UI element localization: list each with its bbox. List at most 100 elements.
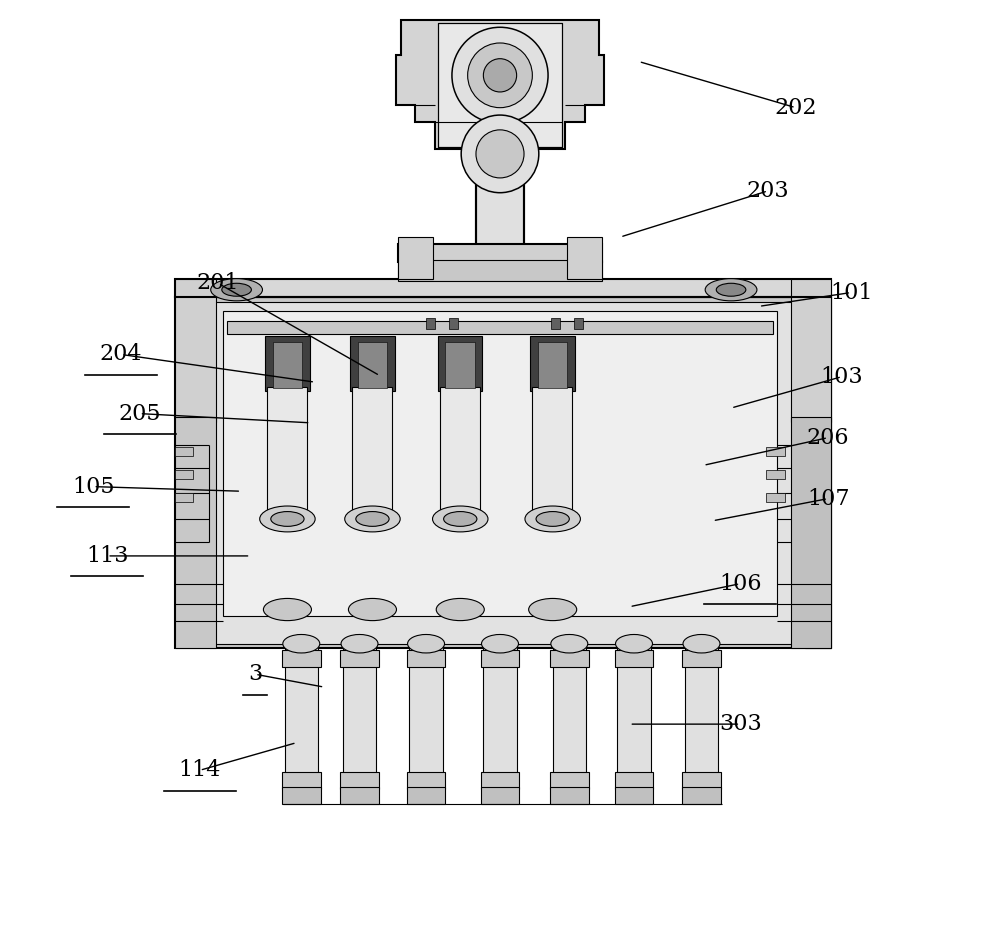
FancyBboxPatch shape [175,279,216,422]
FancyBboxPatch shape [438,22,562,147]
Circle shape [483,58,517,92]
Polygon shape [396,19,604,149]
Text: 106: 106 [719,573,762,594]
FancyBboxPatch shape [175,279,831,298]
FancyBboxPatch shape [407,772,445,789]
FancyBboxPatch shape [530,336,575,391]
FancyBboxPatch shape [682,650,721,667]
FancyBboxPatch shape [483,643,517,801]
FancyBboxPatch shape [685,643,718,801]
FancyBboxPatch shape [615,650,653,667]
Text: 205: 205 [118,402,161,425]
Text: 206: 206 [807,426,849,449]
FancyBboxPatch shape [481,772,519,789]
FancyBboxPatch shape [340,650,379,667]
FancyBboxPatch shape [343,643,376,801]
FancyBboxPatch shape [551,318,560,329]
FancyBboxPatch shape [538,341,567,387]
FancyBboxPatch shape [175,298,831,648]
FancyBboxPatch shape [273,341,302,387]
FancyBboxPatch shape [574,318,583,329]
FancyBboxPatch shape [438,336,482,391]
Circle shape [476,130,524,178]
FancyBboxPatch shape [440,387,480,524]
FancyBboxPatch shape [175,447,193,456]
FancyBboxPatch shape [791,279,831,422]
FancyBboxPatch shape [766,470,785,479]
Text: 103: 103 [821,365,863,387]
Text: 105: 105 [72,476,115,498]
FancyBboxPatch shape [766,447,785,456]
FancyBboxPatch shape [190,302,803,643]
Ellipse shape [482,634,518,653]
FancyBboxPatch shape [407,650,445,667]
FancyBboxPatch shape [550,772,589,789]
FancyBboxPatch shape [615,772,653,789]
Ellipse shape [211,279,262,301]
FancyBboxPatch shape [567,237,602,279]
FancyBboxPatch shape [445,341,475,387]
Text: 203: 203 [747,180,789,202]
FancyBboxPatch shape [805,298,831,648]
Circle shape [468,43,532,108]
Ellipse shape [260,506,315,532]
Ellipse shape [433,506,488,532]
Ellipse shape [529,599,577,620]
FancyBboxPatch shape [350,336,395,391]
FancyBboxPatch shape [682,772,721,789]
Text: 3: 3 [248,663,262,685]
Text: 204: 204 [100,343,142,365]
FancyBboxPatch shape [340,787,379,804]
FancyBboxPatch shape [481,650,519,667]
Text: 202: 202 [775,96,817,119]
FancyBboxPatch shape [553,643,586,801]
FancyBboxPatch shape [352,387,392,524]
FancyBboxPatch shape [617,643,651,801]
FancyBboxPatch shape [766,493,785,502]
FancyBboxPatch shape [398,260,602,281]
Ellipse shape [551,634,588,653]
FancyBboxPatch shape [175,470,193,479]
Text: 113: 113 [86,545,128,567]
FancyBboxPatch shape [550,650,589,667]
FancyBboxPatch shape [282,650,321,667]
FancyBboxPatch shape [426,318,435,329]
Ellipse shape [345,506,400,532]
FancyBboxPatch shape [175,493,193,502]
Text: 303: 303 [719,713,762,735]
Ellipse shape [536,512,569,527]
Ellipse shape [263,599,311,620]
Circle shape [461,115,539,193]
FancyBboxPatch shape [340,772,379,789]
FancyBboxPatch shape [282,772,321,789]
FancyBboxPatch shape [175,417,216,648]
FancyBboxPatch shape [615,787,653,804]
FancyBboxPatch shape [407,787,445,804]
FancyBboxPatch shape [223,311,777,616]
FancyBboxPatch shape [267,387,307,524]
Circle shape [452,27,548,123]
Ellipse shape [283,634,320,653]
Text: 201: 201 [197,273,239,294]
FancyBboxPatch shape [409,643,443,801]
Ellipse shape [436,599,484,620]
Ellipse shape [271,512,304,527]
Ellipse shape [716,284,746,297]
FancyBboxPatch shape [227,321,773,334]
Ellipse shape [616,634,652,653]
FancyBboxPatch shape [398,244,602,262]
Text: 101: 101 [830,282,872,303]
FancyBboxPatch shape [532,387,572,524]
FancyBboxPatch shape [476,149,524,279]
Ellipse shape [525,506,580,532]
FancyBboxPatch shape [398,237,433,279]
FancyBboxPatch shape [481,787,519,804]
Ellipse shape [705,279,757,301]
FancyBboxPatch shape [285,643,318,801]
Ellipse shape [683,634,720,653]
Ellipse shape [408,634,445,653]
Ellipse shape [222,284,251,297]
FancyBboxPatch shape [449,318,458,329]
FancyBboxPatch shape [282,787,321,804]
Ellipse shape [444,512,477,527]
